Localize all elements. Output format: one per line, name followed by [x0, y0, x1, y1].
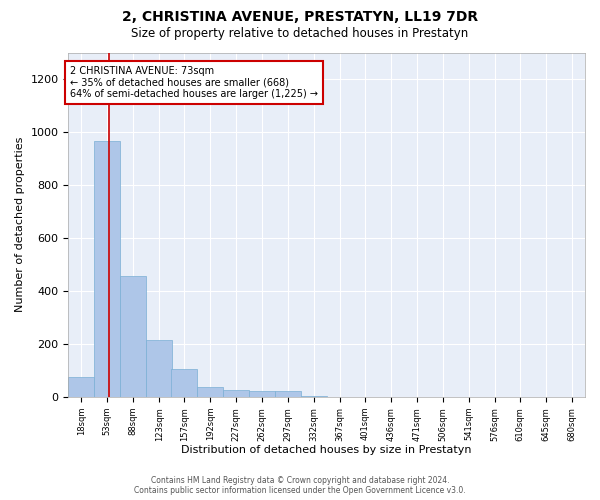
Bar [301, 396, 327, 397]
Bar [223, 390, 249, 397]
Bar [120, 276, 146, 397]
Text: 2 CHRISTINA AVENUE: 73sqm
← 35% of detached houses are smaller (668)
64% of semi: 2 CHRISTINA AVENUE: 73sqm ← 35% of detac… [70, 66, 318, 99]
Text: 2, CHRISTINA AVENUE, PRESTATYN, LL19 7DR: 2, CHRISTINA AVENUE, PRESTATYN, LL19 7DR [122, 10, 478, 24]
Text: Size of property relative to detached houses in Prestatyn: Size of property relative to detached ho… [131, 28, 469, 40]
Bar [197, 386, 223, 397]
Text: Contains HM Land Registry data © Crown copyright and database right 2024.
Contai: Contains HM Land Registry data © Crown c… [134, 476, 466, 495]
Bar [172, 368, 197, 397]
Y-axis label: Number of detached properties: Number of detached properties [15, 137, 25, 312]
Bar [249, 392, 275, 397]
X-axis label: Distribution of detached houses by size in Prestatyn: Distribution of detached houses by size … [181, 445, 472, 455]
Bar [68, 377, 94, 397]
Bar [146, 340, 172, 397]
Bar [275, 392, 301, 397]
Bar [94, 140, 120, 397]
